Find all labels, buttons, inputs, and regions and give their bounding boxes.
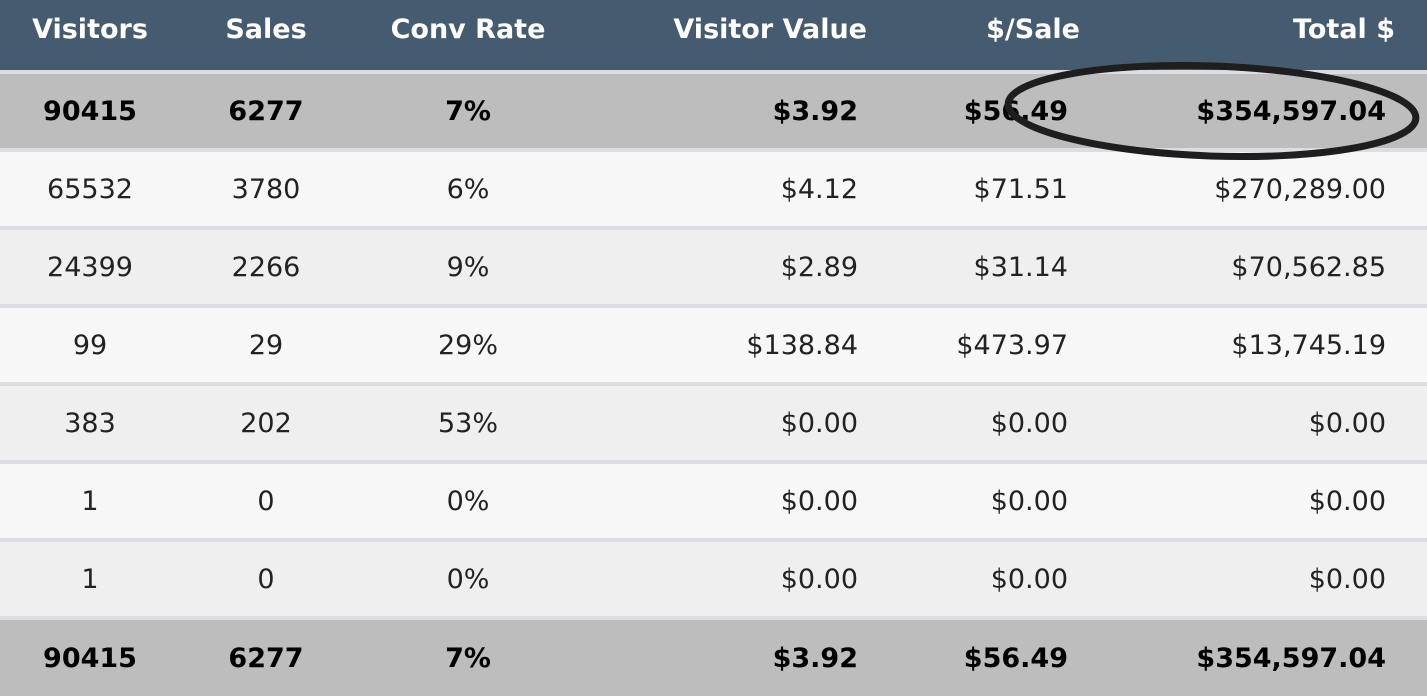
- table-cell: $0.00: [1308, 407, 1386, 439]
- table-cell: $4.12: [780, 173, 858, 205]
- table-cell: $3.92: [772, 642, 858, 674]
- table-cell: 2266: [231, 251, 301, 283]
- table-cell: 1: [81, 485, 99, 517]
- table-cell: $2.89: [780, 251, 858, 283]
- table-cell: $138.84: [746, 329, 858, 361]
- summary-row: 90415 6277 7% $3.92 $56.49 $354,597.04: [0, 74, 1427, 148]
- table-cell: $13,745.19: [1231, 329, 1386, 361]
- header-row: Visitors Sales Conv Rate Visitor Value $/Sal…: [0, 0, 1427, 70]
- table-cell: $0.00: [990, 563, 1068, 595]
- header-cell: Conv Rate: [390, 13, 546, 45]
- table-cell: 90415: [43, 642, 137, 674]
- data-row: 1 0 0% $0.00 $0.00 $0.00: [0, 542, 1427, 616]
- table-cell: $0.00: [990, 407, 1068, 439]
- table-cell: 0%: [446, 485, 490, 517]
- table-cell: $0.00: [780, 563, 858, 595]
- table-cell: $0.00: [780, 485, 858, 517]
- summary-row: 90415 6277 7% $3.92 $56.49 $354,597.04: [0, 620, 1427, 696]
- data-row: 383 202 53% $0.00 $0.00 $0.00: [0, 386, 1427, 460]
- table-cell: 1: [81, 563, 99, 595]
- header-cell: Total $: [1293, 13, 1395, 45]
- table-cell: $0.00: [1308, 563, 1386, 595]
- table-cell: $354,597.04: [1196, 642, 1386, 674]
- table-cell: 65532: [47, 173, 133, 205]
- table-cell: 0: [257, 485, 275, 517]
- header-cell: Visitor Value: [673, 13, 867, 45]
- table-cell: 0: [257, 563, 275, 595]
- table-cell: $71.51: [973, 173, 1068, 205]
- table-cell: 9%: [446, 251, 490, 283]
- table-cell: $0.00: [780, 407, 858, 439]
- table-cell: $56.49: [963, 642, 1068, 674]
- table-cell: 24399: [47, 251, 133, 283]
- table-cell: 99: [72, 329, 108, 361]
- table-cell: $270,289.00: [1214, 173, 1386, 205]
- table-cell: 6277: [228, 642, 304, 674]
- table-cell: 0%: [446, 563, 490, 595]
- table-cell: $354,597.04: [1196, 95, 1386, 127]
- table-cell: $56.49: [963, 95, 1068, 127]
- data-row: 65532 3780 6% $4.12 $71.51 $270,289.00: [0, 152, 1427, 226]
- table-cell: 202: [240, 407, 292, 439]
- table-cell: 6277: [228, 95, 304, 127]
- header-cell: Visitors: [32, 13, 148, 45]
- table-cell: $3.92: [772, 95, 858, 127]
- table-cell: 7%: [445, 95, 491, 127]
- table-cell: $473.97: [956, 329, 1068, 361]
- table-cell: 6%: [446, 173, 490, 205]
- data-row: 1 0 0% $0.00 $0.00 $0.00: [0, 464, 1427, 538]
- header-cell: Sales: [225, 13, 307, 45]
- data-row: 24399 2266 9% $2.89 $31.14 $70,562.85: [0, 230, 1427, 304]
- table-cell: 383: [64, 407, 116, 439]
- table-cell: 90415: [43, 95, 137, 127]
- table-cell: $0.00: [990, 485, 1068, 517]
- table-cell: $31.14: [973, 251, 1068, 283]
- table-cell: $70,562.85: [1231, 251, 1386, 283]
- table-cell: 29%: [437, 329, 498, 361]
- data-row: 99 29 29% $138.84 $473.97 $13,745.19: [0, 308, 1427, 382]
- header-cell: $/Sale: [986, 13, 1080, 45]
- table-cell: 7%: [445, 642, 491, 674]
- table-cell: $0.00: [1308, 485, 1386, 517]
- table-cell: 53%: [437, 407, 498, 439]
- table-cell: 29: [248, 329, 284, 361]
- table-cell: 3780: [231, 173, 301, 205]
